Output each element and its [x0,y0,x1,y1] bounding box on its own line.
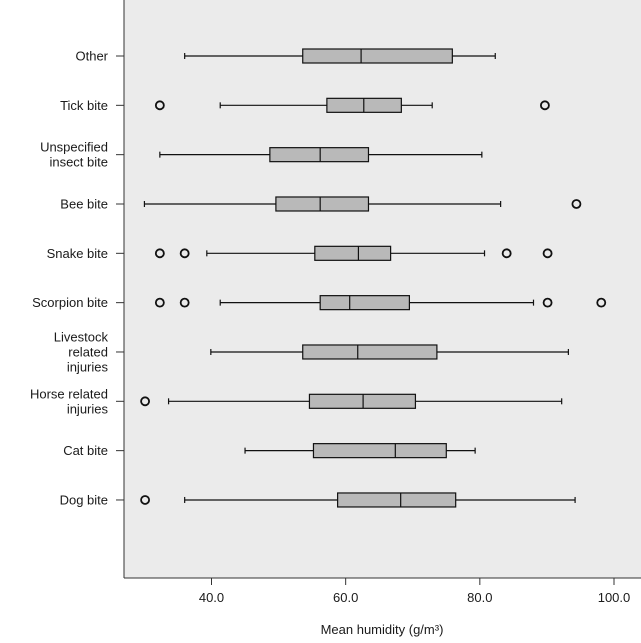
box-scorpion-bite [154,295,607,311]
x-tick-label: 80.0 [467,590,492,605]
iqr-box [337,492,457,508]
box-tick-bite [154,97,550,113]
category-label-scorpion-bite: Scorpion bite [32,295,108,310]
box-horse-related-injuries [140,393,563,409]
outlier-point [179,248,190,259]
outlier-point [154,297,165,308]
iqr-box [275,196,370,212]
box-cat-bite [244,443,476,459]
category-label-other: Other [75,49,108,64]
outlier-point [542,248,553,259]
category-label-snake-bite: Snake bite [47,246,108,261]
iqr-box [312,443,447,459]
category-label-line: Bee bite [60,197,108,212]
category-label-line: injuries [67,401,109,416]
iqr-box [319,295,410,311]
category-label-bee-bite: Bee bite [60,197,108,212]
category-label-line: Livestock [54,330,109,345]
outlier-point [540,100,550,111]
x-axis-title: Mean humidity (g/m³) [321,622,444,637]
category-label-livestock-related-injuries: Livestock related injuries [54,330,109,375]
category-label-line: Unspecified [40,140,108,155]
outlier-point [140,396,150,407]
box-snake-bite [154,245,553,261]
category-label-line: Cat bite [63,443,108,458]
box-unspecified-insect-bite [159,147,483,163]
category-label-line: Dog bite [60,493,108,508]
iqr-box [308,393,417,409]
category-label-line: Other [75,49,108,64]
category-label-dog-bite: Dog bite [60,493,108,508]
box-dog-bite [140,492,576,508]
plot-area [124,0,641,578]
iqr-box [302,344,438,360]
outlier-point [140,495,150,505]
outlier-point [154,248,165,259]
box-livestock-related-injuries [210,344,569,360]
category-label-horse-related-injuries: Horse related injuries [30,386,109,416]
outlier-point [542,297,553,308]
outlier-point [571,199,582,209]
outlier-point [179,297,190,308]
iqr-box [269,147,370,163]
box-other [184,48,496,64]
category-label-line: Snake bite [47,246,108,261]
category-label-unspecified-insect-bite: Unspecified insect bite [40,140,108,170]
iqr-box [314,245,392,261]
category-label-line: Tick bite [60,98,108,113]
x-tick-label: 100.0 [598,590,631,605]
outlier-point [501,248,512,259]
category-label-cat-bite: Cat bite [63,443,108,458]
category-label-line: insect bite [49,155,108,170]
category-label-line: Scorpion bite [32,295,108,310]
category-label-tick-bite: Tick bite [60,98,108,113]
x-tick-label: 60.0 [333,590,358,605]
category-label-line: related [68,345,108,360]
outlier-point [154,100,165,111]
outlier-point [596,297,607,308]
category-label-line: Horse related [30,386,108,401]
iqr-box [302,48,453,64]
box-bee-bite [143,196,582,212]
x-tick-label: 40.0 [199,590,224,605]
category-label-line: injuries [67,360,109,375]
